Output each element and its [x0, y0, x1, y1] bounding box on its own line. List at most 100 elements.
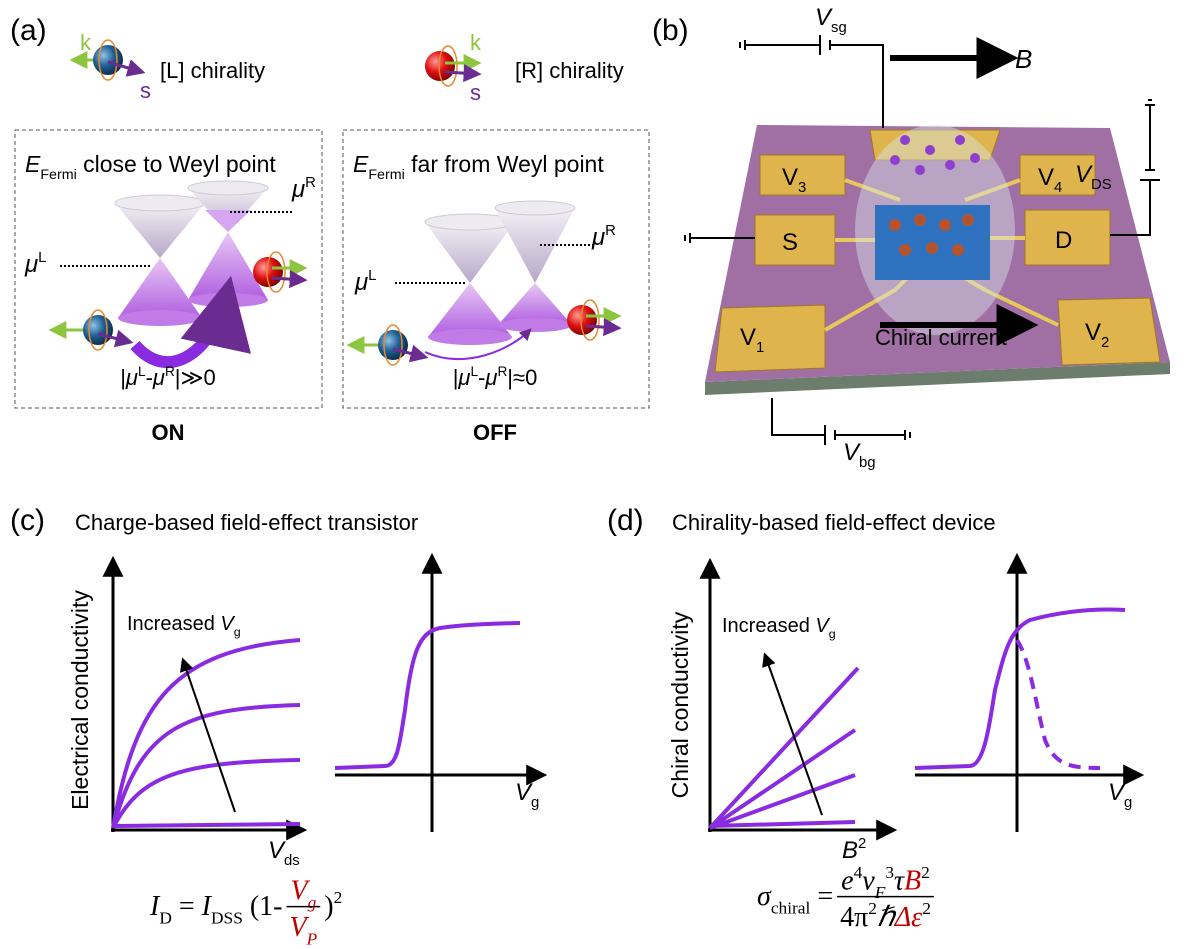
panel-d-shapes — [708, 557, 1140, 832]
text-part: ) — [324, 891, 333, 922]
text-part: R — [605, 223, 616, 239]
x-axis-label: Vg — [1108, 779, 1132, 811]
text-part: Fermi — [40, 167, 76, 183]
arrow-label: Increased Vg — [127, 613, 241, 639]
text-part: 3 — [798, 180, 806, 196]
text-part: L — [368, 268, 376, 284]
arrow-label: Increased Vg — [722, 615, 836, 641]
text-part: 4 — [854, 863, 863, 882]
current-label: Chiral current — [875, 325, 1007, 350]
x-axis-label: B2 — [842, 836, 866, 864]
x-axis-label: Vg — [515, 779, 539, 811]
x-axis-label: Vds — [268, 837, 300, 869]
text-part: μ — [354, 269, 368, 296]
text-part: R — [165, 364, 175, 379]
text-part: 2 — [1101, 335, 1109, 351]
text-part: 2 — [334, 888, 343, 907]
text-part: 2 — [868, 899, 877, 918]
text-part: ds — [284, 853, 300, 869]
panel-a-shapes — [15, 40, 649, 408]
pad-label: D — [1055, 227, 1072, 254]
text-part: V — [1038, 164, 1054, 191]
panel-label: (a) — [10, 14, 47, 47]
k-label: k — [80, 30, 92, 55]
text-part: = — [810, 881, 833, 912]
text-part: |≈0 — [507, 365, 537, 390]
text-part: g — [531, 795, 539, 811]
panel-title: Charge-based field-effect transistor — [75, 510, 418, 535]
text-part: Δε — [894, 902, 922, 933]
panel-b-shapes — [685, 35, 1170, 445]
box-title: EFermi close to Weyl point — [25, 151, 276, 183]
formula-part: ID = IDSS (1- — [149, 891, 283, 927]
text-part: B — [1015, 44, 1032, 74]
text-part: μ — [24, 251, 38, 278]
condition: |μL-μR|≈0 — [453, 364, 538, 390]
text-part: μ — [291, 176, 305, 203]
text-part: μ — [152, 365, 165, 390]
mu-label: μR — [291, 175, 316, 203]
mu-label: μL — [354, 268, 376, 296]
text-part: 1 — [756, 340, 764, 356]
legend-text: [L] chirality — [160, 58, 265, 83]
text-part: R — [497, 364, 507, 379]
k-label: k — [470, 30, 482, 55]
text-part: (1- — [243, 891, 283, 922]
text-part: g — [234, 625, 241, 639]
text-part: far from Weyl point — [405, 151, 605, 177]
panel-label: (c) — [10, 504, 45, 537]
s-label: s — [470, 80, 481, 105]
y-axis-label: Chiral conductivity — [667, 611, 693, 798]
text-part: 4 — [1054, 180, 1062, 196]
text-part: R — [305, 175, 316, 191]
text-part: - — [146, 365, 153, 390]
panel-label: (d) — [607, 504, 644, 537]
text-part: P — [306, 929, 318, 948]
text-part: 4π — [840, 902, 868, 933]
text-part: bg — [859, 455, 876, 471]
text-part: g — [829, 627, 836, 641]
s-label: s — [140, 78, 151, 103]
text-part: 2 — [858, 836, 866, 852]
text-part: e — [841, 866, 853, 897]
text-part: V — [740, 324, 756, 351]
formula-part: )2 — [324, 888, 342, 922]
text-part: μ — [125, 365, 138, 390]
text-part: μ — [484, 365, 497, 390]
text-part: E — [25, 151, 41, 177]
text-part: chiral — [771, 898, 811, 917]
voltage-label: Vbg — [843, 439, 876, 471]
text-part: 3 — [885, 863, 894, 882]
text-part: L — [38, 250, 46, 266]
legend-text: [R] chirality — [515, 58, 624, 83]
page: {"panel_a":{"label":"(a)", "legend":[{"k… — [0, 0, 1184, 949]
box-title: EFermi far from Weyl point — [353, 151, 604, 183]
text-part: D — [159, 908, 172, 927]
formula: ID = IDSS (1-VgVP)2 — [149, 876, 342, 949]
text-part: E — [353, 151, 369, 177]
text-part: 2 — [921, 863, 930, 882]
text-part: σ — [757, 881, 772, 912]
text-part: μ — [591, 224, 605, 251]
text-part: Increased — [127, 613, 220, 635]
text-part: 2 — [922, 899, 931, 918]
text-part: close to Weyl point — [77, 151, 277, 177]
formula-part: 4π2ℏΔε2 — [840, 899, 931, 933]
field-label: B — [1015, 44, 1032, 74]
formula-part: σchiral = — [757, 881, 833, 917]
y-axis-label: Electrical conductivity — [67, 590, 93, 810]
figure: (a)ks[L] chiralityks[R] chiralityEFermi … — [0, 0, 1184, 949]
panel-title: Chirality-based field-effect device — [672, 510, 996, 535]
text-part: B — [842, 837, 858, 864]
text-part: DSS — [211, 908, 243, 927]
voltage-label: Vsg — [815, 4, 847, 36]
text-part: - — [478, 365, 485, 390]
text-part: V — [782, 164, 798, 191]
text-part: sg — [831, 20, 847, 36]
mu-label: μR — [591, 223, 616, 251]
formula-part: VP — [290, 912, 318, 948]
state-label: OFF — [473, 420, 517, 445]
text-part: ν — [862, 866, 875, 897]
text-part: B — [904, 866, 921, 897]
